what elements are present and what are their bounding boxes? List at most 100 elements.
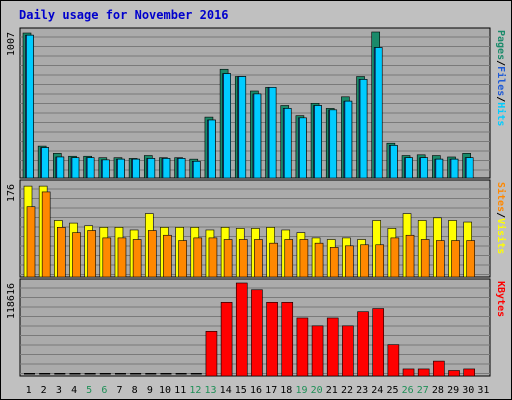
x-tick-label: 2 (41, 385, 47, 396)
bar-kbytes (175, 373, 187, 375)
bar-sites (466, 240, 475, 278)
bar-sites (178, 240, 187, 278)
x-tick-label: 20 (311, 385, 323, 396)
bar-kbytes (387, 344, 400, 377)
bar-hits (192, 161, 201, 179)
bar-kbytes (311, 325, 324, 377)
x-tick-label: 22 (341, 385, 353, 396)
kbytes-panel (19, 278, 491, 377)
x-tick-label: 1 (26, 385, 32, 396)
bar-kbytes (251, 289, 263, 377)
bar-sites (41, 191, 51, 278)
bar-hits (420, 157, 428, 179)
bar-kbytes (326, 317, 339, 377)
legend-hits-4: Hits (495, 102, 507, 126)
x-tick-label: 8 (132, 385, 138, 396)
bar-hits (147, 158, 156, 179)
bar-kbytes (220, 301, 233, 377)
y-max-label-bottom: 118616 (6, 283, 17, 319)
bar-sites (254, 239, 263, 278)
x-tick-label: 31 (477, 385, 489, 396)
x-tick-label: 12 (189, 385, 201, 396)
x-tick-label: 28 (432, 385, 444, 396)
bar-hits (102, 159, 110, 179)
bar-kbytes (160, 373, 172, 375)
bar-sites (451, 240, 460, 278)
bar-sites (269, 242, 278, 278)
chart-title: Daily usage for November 2016 (19, 8, 229, 22)
bar-sites (238, 239, 248, 278)
x-tick-label: 17 (265, 385, 277, 396)
bar-hits (26, 34, 34, 179)
x-tick-label: 19 (295, 385, 307, 396)
bar-kbytes (266, 301, 278, 377)
bar-kbytes (69, 373, 81, 375)
bar-hits (390, 145, 398, 179)
x-tick-label: 5 (86, 385, 92, 396)
x-tick-label: 7 (116, 385, 122, 396)
hits-panel (19, 27, 491, 179)
bar-kbytes (130, 373, 142, 375)
bar-sites (299, 239, 309, 278)
bar-kbytes (235, 282, 248, 377)
bar-sites (163, 234, 172, 278)
legend-slash-1: / (495, 60, 506, 66)
bar-kbytes (205, 331, 218, 377)
bar-hits (238, 76, 247, 179)
bar-hits (359, 79, 368, 179)
x-tick-label: 10 (159, 385, 171, 396)
bar-kbytes (39, 373, 51, 375)
bar-hits (208, 119, 216, 179)
bar-sites (193, 237, 203, 278)
legend-slash-1: / (495, 212, 506, 218)
x-tick-label: 23 (356, 385, 368, 396)
legend-pages-0: Pages (495, 30, 506, 60)
bar-sites (436, 240, 445, 278)
x-tick-label: 9 (147, 385, 153, 396)
bar-hits (268, 87, 277, 179)
bar-kbytes (114, 373, 126, 375)
bar-sites (405, 234, 415, 278)
x-tick-label: 30 (462, 385, 474, 396)
legend-slash-3: / (495, 96, 506, 102)
bar-kbytes (417, 368, 430, 377)
bar-sites (102, 237, 112, 278)
bar-sites (223, 239, 233, 278)
bar-kbytes (296, 317, 309, 377)
bar-sites (117, 237, 127, 278)
x-tick-label: 21 (326, 385, 338, 396)
bar-hits (299, 117, 307, 179)
bar-hits (117, 158, 125, 179)
x-tick-label: 6 (101, 385, 107, 396)
bar-kbytes (281, 301, 294, 377)
bar-hits (86, 157, 95, 179)
bar-kbytes (463, 368, 475, 377)
bar-kbytes (402, 368, 415, 377)
legend-middle: Sites/Visits (495, 182, 507, 254)
bar-kbytes (372, 308, 385, 377)
x-tick-label: 25 (386, 385, 398, 396)
y-max-label-top: 1007 (6, 32, 17, 56)
bar-kbytes (342, 325, 354, 377)
x-tick-label: 15 (235, 385, 247, 396)
x-tick-label: 13 (204, 385, 216, 396)
visits-panel (19, 179, 491, 278)
bar-kbytes (190, 373, 202, 375)
x-tick-label: 29 (447, 385, 459, 396)
bar-hits (223, 73, 231, 179)
x-tick-label: 4 (71, 385, 77, 396)
bar-hits (314, 105, 322, 179)
bar-sites (57, 227, 66, 278)
bar-hits (162, 158, 171, 179)
bar-hits (253, 93, 262, 179)
x-tick-label: 14 (220, 385, 232, 396)
bar-sites (345, 245, 354, 278)
bar-sites (360, 244, 369, 278)
legend-kbytes-0: KBytes (495, 281, 506, 317)
x-tick-label: 18 (280, 385, 292, 396)
bar-sites (132, 239, 142, 278)
bar-kbytes (448, 370, 460, 377)
bar-sites (390, 237, 400, 278)
bar-sites (87, 230, 96, 278)
